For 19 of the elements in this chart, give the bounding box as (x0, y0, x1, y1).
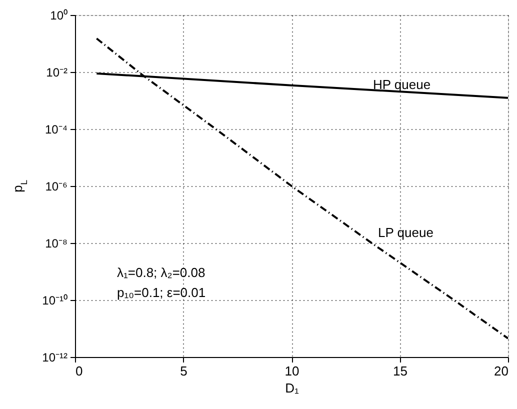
y-tick-label: 10⁻² (46, 66, 68, 80)
y-tick-label: 10⁻¹⁰ (42, 294, 68, 308)
y-tick-label: 10⁻⁶ (45, 180, 68, 194)
y-tick-label: 10⁰ (50, 8, 68, 22)
x-tick-label: 5 (180, 364, 188, 378)
y-tick-label: 10⁻¹² (42, 350, 68, 364)
annotation: HP queue (373, 77, 431, 92)
x-tick-label: 20 (494, 364, 508, 378)
annotation: λ₁=0.8; λ₂=0.08 (117, 265, 206, 280)
x-axis-title: D₁ (285, 380, 300, 396)
annotation: LP queue (378, 225, 434, 240)
x-tick-label: 15 (393, 364, 408, 378)
x-tick-label: 0 (76, 364, 83, 378)
annotation: p₁₀=0.1; ε=0.01 (117, 285, 206, 300)
x-tick-label: 10 (284, 364, 300, 378)
line-series (96, 37, 508, 340)
y-tick-label: 10⁻⁴ (44, 122, 68, 136)
y-axis-title: pL (10, 180, 29, 192)
y-tick-label: 10⁻⁸ (45, 236, 68, 250)
